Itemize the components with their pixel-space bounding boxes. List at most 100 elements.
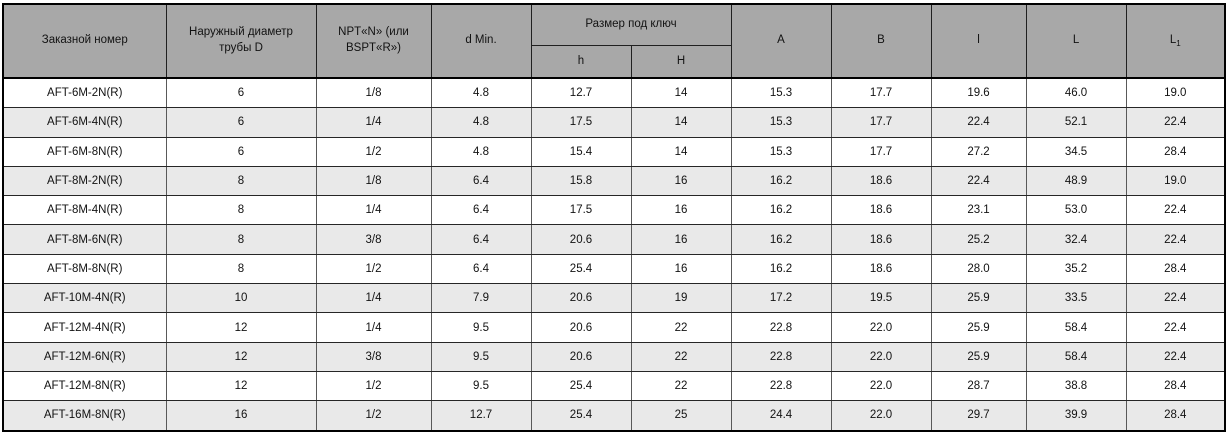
value-cell: 12.7 (530, 77, 632, 109)
order-number-cell: AFT-8M-4N(R) (2, 195, 167, 226)
table-row: AFT-16M-8N(R) 16 1/2 12.7 25.4 25 24.4 22.0 29.7… (2, 400, 1226, 432)
value-cell: 22.4 (1125, 283, 1226, 314)
value-cell: 18.6 (830, 253, 932, 285)
value-cell: 28.4 (1125, 136, 1226, 167)
table-row: AFT-12M-4N(R) 12 1/4 9.5 20.6 22 22.8 22.0 25.9 5… (2, 312, 1226, 343)
value-cell: 22.8 (730, 341, 832, 372)
value-cell: 22 (630, 370, 732, 402)
order-number-cell: AFT-16M-8N(R) (2, 400, 167, 432)
value-cell: 14 (630, 107, 732, 138)
value-cell: 16.2 (730, 195, 832, 226)
value-cell: 58.4 (1025, 312, 1127, 343)
table-row: AFT-6M-8N(R) 6 1/2 4.8 15.4 14 15.3 17.7 27.2 34.… (2, 136, 1226, 167)
value-cell: 1/2 (315, 136, 432, 167)
value-cell: 24.4 (730, 400, 832, 432)
value-cell: 25 (630, 400, 732, 432)
value-cell: 25.4 (530, 253, 632, 285)
value-cell: 16 (630, 195, 732, 226)
value-cell: 28.4 (1125, 370, 1226, 402)
value-cell: 6 (165, 136, 317, 167)
value-cell: 22.8 (730, 370, 832, 402)
value-cell: 16 (165, 400, 317, 432)
value-cell: 8 (165, 224, 317, 255)
value-cell: 16.2 (730, 165, 832, 197)
value-cell: 34.5 (1025, 136, 1127, 167)
value-cell: 25.9 (930, 312, 1027, 343)
value-cell: 1/2 (315, 370, 432, 402)
value-cell: 16.2 (730, 224, 832, 255)
value-cell: 25.9 (930, 283, 1027, 314)
value-cell: 46.0 (1025, 77, 1127, 109)
value-cell: 48.9 (1025, 165, 1127, 197)
value-cell: 25.2 (930, 224, 1027, 255)
order-number-cell: AFT-10M-4N(R) (2, 283, 167, 314)
value-cell: 22.4 (1125, 107, 1226, 138)
value-cell: 28.4 (1125, 400, 1226, 432)
value-cell: 19.5 (830, 283, 932, 314)
value-cell: 12 (165, 341, 317, 372)
value-cell: 16 (630, 165, 732, 197)
value-cell: 25.9 (930, 341, 1027, 372)
value-cell: 4.8 (430, 77, 532, 109)
value-cell: 1/4 (315, 195, 432, 226)
l1-subscript: 1 (1176, 39, 1181, 49)
table-header: Заказной номер Наружный диаметр трубы D … (2, 3, 1226, 79)
value-cell: 6 (165, 107, 317, 138)
value-cell: 15.3 (730, 77, 832, 109)
value-cell: 20.6 (530, 283, 632, 314)
col-header-a: A (730, 3, 832, 79)
value-cell: 38.8 (1025, 370, 1127, 402)
value-cell: 1/2 (315, 400, 432, 432)
value-cell: 1/4 (315, 107, 432, 138)
value-cell: 16 (630, 253, 732, 285)
value-cell: 9.5 (430, 341, 532, 372)
col-header-npt-thread: NPT«N» (или BSPT«R») (315, 3, 432, 79)
order-number-cell: AFT-12M-4N(R) (2, 312, 167, 343)
value-cell: 1/2 (315, 253, 432, 285)
value-cell: 22.4 (1125, 224, 1226, 255)
table-row: AFT-12M-8N(R) 12 1/2 9.5 25.4 22 22.8 22.0 28.7 3… (2, 370, 1226, 402)
table-row: AFT-8M-6N(R) 8 3/8 6.4 20.6 16 16.2 18.6 25.2 32.… (2, 224, 1226, 255)
value-cell: 22.4 (1125, 195, 1226, 226)
value-cell: 14 (630, 136, 732, 167)
value-cell: 6.4 (430, 224, 532, 255)
col-header-l-small: l (930, 3, 1027, 79)
value-cell: 14 (630, 77, 732, 109)
value-cell: 8 (165, 165, 317, 197)
value-cell: 19.0 (1125, 77, 1226, 109)
value-cell: 8 (165, 195, 317, 226)
value-cell: 22.4 (930, 165, 1027, 197)
value-cell: 25.4 (530, 370, 632, 402)
order-number-cell: AFT-8M-2N(R) (2, 165, 167, 197)
l1-base: L (1169, 34, 1177, 47)
value-cell: 12 (165, 370, 317, 402)
value-cell: 17.7 (830, 107, 932, 138)
value-cell: 17.5 (530, 107, 632, 138)
value-cell: 15.4 (530, 136, 632, 167)
col-header-outer-diameter: Наружный диаметр трубы D (165, 3, 317, 79)
value-cell: 39.9 (1025, 400, 1127, 432)
value-cell: 22.0 (830, 400, 932, 432)
col-header-b: B (830, 3, 932, 79)
value-cell: 22.0 (830, 312, 932, 343)
col-header-d-min: d Min. (430, 3, 532, 79)
value-cell: 12.7 (430, 400, 532, 432)
value-cell: 9.5 (430, 312, 532, 343)
value-cell: 6.4 (430, 253, 532, 285)
value-cell: 20.6 (530, 224, 632, 255)
value-cell: 22.0 (830, 341, 932, 372)
value-cell: 1/8 (315, 77, 432, 109)
value-cell: 10 (165, 283, 317, 314)
value-cell: 17.5 (530, 195, 632, 226)
value-cell: 58.4 (1025, 341, 1127, 372)
table-row: AFT-10M-4N(R) 10 1/4 7.9 20.6 19 17.2 19.5 25.9 3… (2, 283, 1226, 314)
value-cell: 20.6 (530, 312, 632, 343)
value-cell: 6.4 (430, 165, 532, 197)
value-cell: 22 (630, 341, 732, 372)
value-cell: 12 (165, 312, 317, 343)
value-cell: 4.8 (430, 136, 532, 167)
value-cell: 15.3 (730, 136, 832, 167)
col-header-wrench-size: Размер под ключ (530, 3, 732, 46)
value-cell: 33.5 (1025, 283, 1127, 314)
